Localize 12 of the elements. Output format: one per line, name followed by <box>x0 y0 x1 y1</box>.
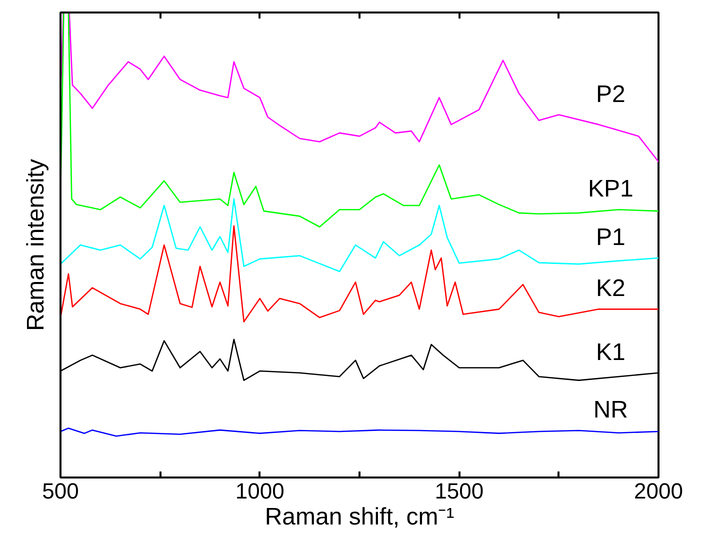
x-tick-label: 500 <box>42 478 79 504</box>
x-axis-title: Raman shift, cm⁻¹ <box>264 504 454 530</box>
series-label: K1 <box>596 338 626 366</box>
series-label: NR <box>593 396 628 424</box>
y-axis-title: Raman intensity <box>22 158 50 332</box>
series-label: K2 <box>596 275 626 302</box>
series-label: P2 <box>596 80 626 108</box>
series-label: P1 <box>596 224 626 252</box>
x-tick-label: 2000 <box>634 478 683 504</box>
x-tick-label: 1500 <box>434 478 484 504</box>
series-label: KP1 <box>588 176 634 203</box>
x-tick-label: 1000 <box>235 478 284 504</box>
